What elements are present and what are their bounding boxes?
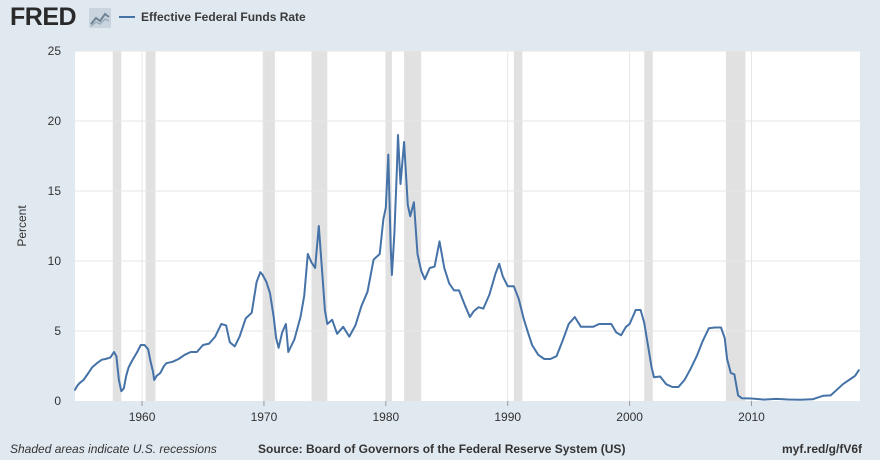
y-tick-label-5: 5 xyxy=(54,324,61,338)
y-tick-label-25: 25 xyxy=(48,44,62,58)
series-group xyxy=(74,134,860,401)
gridlines xyxy=(75,50,860,401)
x-tick-label-1980: 1980 xyxy=(372,410,399,424)
y-tick-label-10: 10 xyxy=(48,254,62,268)
recession-band-2 xyxy=(262,51,275,401)
legend-series-label: Effective Federal Funds Rate xyxy=(141,10,306,24)
recession-band-1 xyxy=(145,51,156,401)
recession-band-4 xyxy=(385,51,392,401)
x-tick-label-1970: 1970 xyxy=(251,410,278,424)
series-line-0[interactable] xyxy=(74,134,860,401)
line-chart-icon xyxy=(89,8,111,28)
fred-logo[interactable]: FRED xyxy=(10,3,77,31)
y-tick-label-15: 15 xyxy=(48,184,62,198)
y-axis-ticks: 0 5 10 15 20 25 xyxy=(48,44,62,408)
y-tick-label-0: 0 xyxy=(54,394,61,408)
short-link[interactable]: myf.red/g/fV6f xyxy=(781,442,862,456)
source-credit: Source: Board of Governors of the Federa… xyxy=(258,442,626,456)
x-tick-label-2010: 2010 xyxy=(738,410,765,424)
recession-band-5 xyxy=(404,51,422,401)
x-tick-label-2000: 2000 xyxy=(616,410,643,424)
legend-swatch xyxy=(119,16,135,18)
recession-band-0 xyxy=(112,51,122,401)
y-axis-title: Percent xyxy=(15,205,29,247)
recession-shading-group xyxy=(112,51,746,401)
y-tick-label-20: 20 xyxy=(48,114,62,128)
x-tick-label-1960: 1960 xyxy=(129,410,156,424)
chart-header: FRED Effective Federal Funds Rate xyxy=(0,0,880,40)
chart-legend[interactable]: Effective Federal Funds Rate xyxy=(119,10,306,24)
x-tick-label-1990: 1990 xyxy=(494,410,521,424)
recession-band-8 xyxy=(725,51,746,401)
recession-band-6 xyxy=(513,51,523,401)
x-axis-ticks: 1960 1970 1980 1990 2000 2010 xyxy=(129,401,765,424)
recession-note: Shaded areas indicate U.S. recessions xyxy=(10,442,217,456)
recession-band-7 xyxy=(644,51,653,401)
